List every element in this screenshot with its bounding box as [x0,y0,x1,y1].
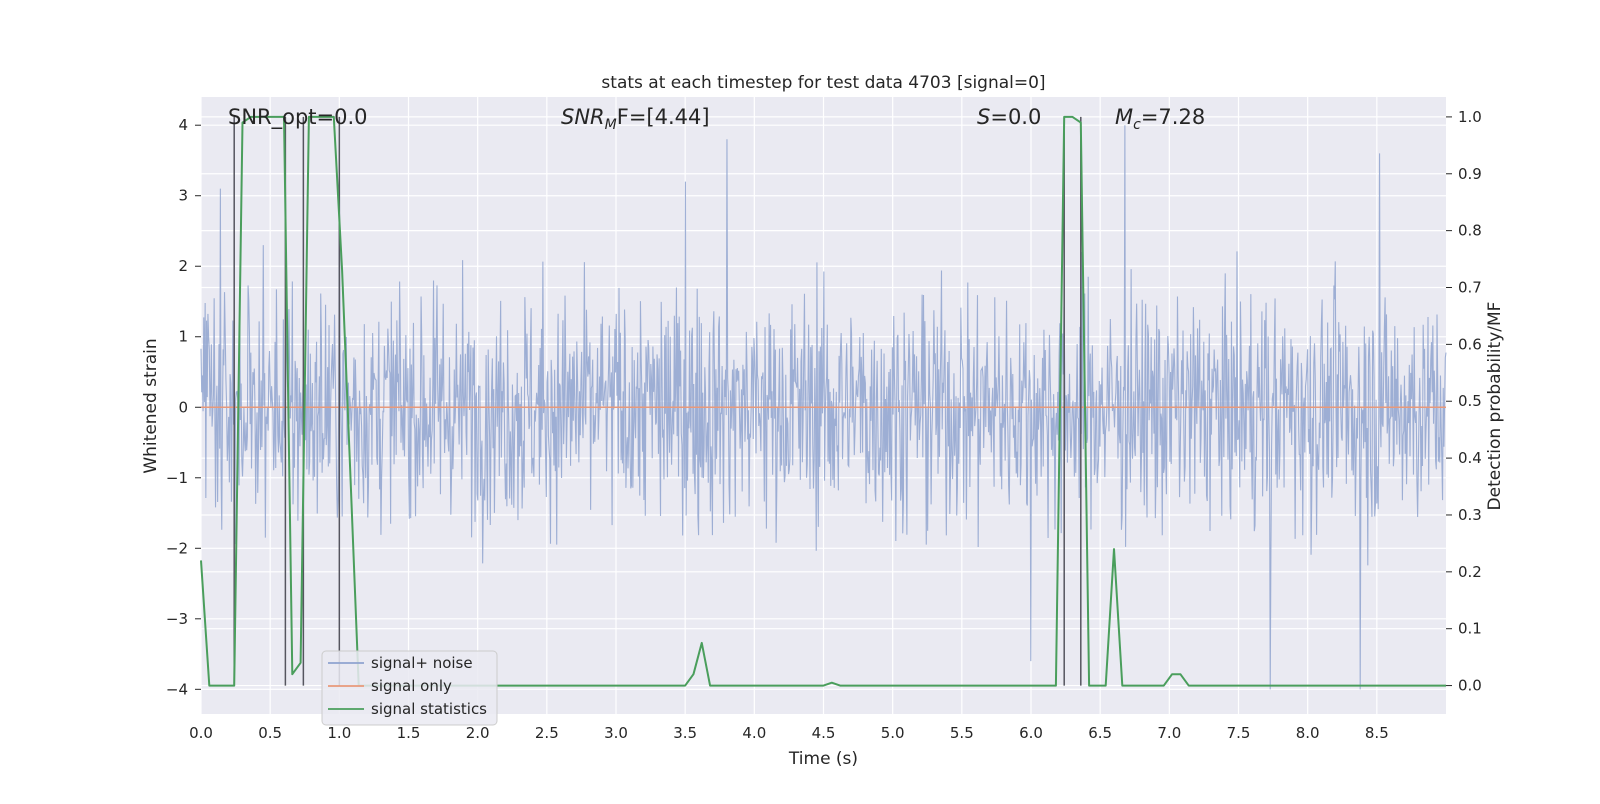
y-tick-label-right: 0.1 [1458,620,1482,638]
x-tick-label: 7.0 [1157,724,1181,742]
y-tick-label-left: −1 [166,469,188,487]
legend-label-stats: signal statistics [371,700,487,718]
annotation-mc: Mc=7.28 [1115,105,1205,133]
annotation-s: S=0.0 [977,105,1041,129]
x-tick-label: 4.0 [742,724,766,742]
y-tick-label-right: 0.3 [1458,506,1482,524]
y-tick-label-right: 1.0 [1458,108,1482,126]
legend-box [321,650,498,726]
x-tick-label: 6.0 [1019,724,1043,742]
annotation-s-prefix: S [977,105,990,129]
x-tick-label: 8.5 [1365,724,1389,742]
x-tick-label: 3.5 [673,724,697,742]
y-tick-label-left: −4 [166,680,188,698]
y-tick-label-right: 0.2 [1458,563,1482,581]
annotation-mc-suffix: =7.28 [1141,105,1205,129]
x-tick-label: 3.0 [604,724,628,742]
vertical-markers [233,116,1082,686]
x-tick-label: 2.5 [535,724,559,742]
stats-series [200,115,1446,687]
annotation-snr-mf-sub: M [605,117,617,133]
annotation-snr-mf-suffix: F=[4.44] [617,105,710,129]
x-tick-label: 0.0 [189,724,213,742]
y-tick-label-left: −3 [166,610,188,628]
y-tick-label-left: 3 [178,187,188,205]
x-tick-label: 2.0 [466,724,490,742]
x-tick-label: 1.0 [327,724,351,742]
y-tick-label-right: 0.4 [1458,449,1482,467]
y-tick-label-right: 0.6 [1458,335,1482,353]
annotation-snr-opt: SNR_opt=0.0 [228,105,368,130]
y-axis-label-right: Detection probability/MF [1485,302,1505,511]
annotation-mc-prefix: M [1115,105,1133,129]
legend-label-signal: signal only [371,677,452,695]
x-tick-label: 6.5 [1088,724,1112,742]
series-noise-line [200,125,1447,690]
x-axis-label: Time (s) [788,749,858,769]
annotation-snr-mf-prefix: SNR [561,105,605,129]
x-tick-label: 7.5 [1227,724,1251,742]
y-tick-label-left: 0 [178,398,188,416]
tick-labels: 0.0 0.5 1.0 1.5 2.0 2.5 3.0 3.5 4.0 4.5 5.0 5.5 6.0 6… [166,108,1482,742]
x-tick-label: 5.5 [950,724,974,742]
y-tick-label-right: 0.9 [1458,165,1482,183]
annotation-s-suffix: =0.0 [990,105,1041,129]
y-tick-label-left: −2 [166,539,188,557]
annotation-mc-sub: c [1133,117,1141,133]
y-tick-label-right: 0.8 [1458,222,1482,240]
y-tick-label-left: 2 [178,257,188,275]
noise-series [200,125,1447,690]
annotation-snr-mf: SNRMF=[4.44] [561,105,710,133]
y-tick-label-left: 1 [178,328,188,346]
y-tick-label-right: 0.5 [1458,392,1482,410]
legend-label-noise: signal+ noise [371,654,473,672]
y-tick-label-left: 4 [178,116,188,134]
legend: signal+ noise signal only signal statist… [321,650,498,726]
x-tick-label: 5.0 [881,724,905,742]
y-tick-label-right: 0.0 [1458,677,1482,695]
y-axis-label-left: Whitened strain [141,338,161,473]
x-tick-label: 1.5 [397,724,421,742]
chart-title: stats at each timestep for test data 470… [601,73,1045,93]
y-tick-label-right: 0.7 [1458,279,1482,297]
x-tick-label: 8.0 [1296,724,1320,742]
x-tick-label: 4.5 [812,724,836,742]
series-stats-line [200,115,1446,687]
x-tick-label: 0.5 [258,724,282,742]
